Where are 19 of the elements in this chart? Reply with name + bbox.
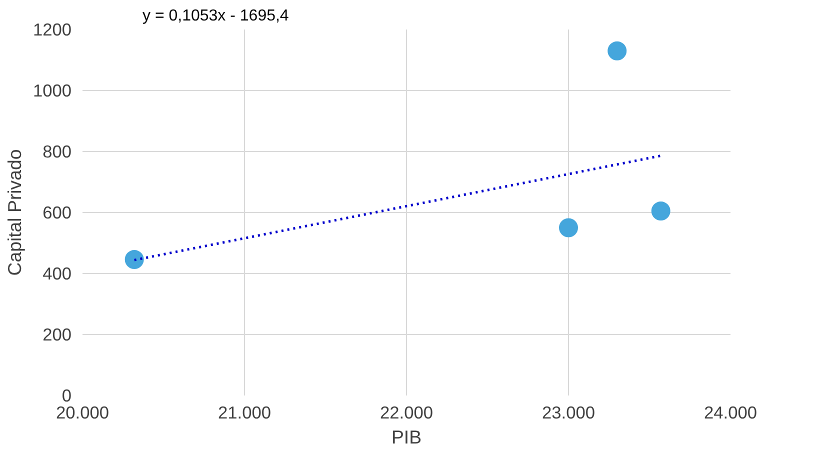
x-tick-label: 23.000 (542, 402, 595, 422)
x-axis-title: PIB (391, 426, 422, 448)
x-tick-label: 20.000 (56, 402, 109, 422)
y-tick-label: 1000 (32, 80, 72, 100)
point (559, 218, 578, 238)
y-tick-label: 800 (42, 142, 72, 162)
point (651, 201, 670, 220)
y-tick-label: 1200 (32, 20, 72, 40)
y-tick-label: 400 (42, 264, 72, 284)
x-tick-label: 21.000 (218, 402, 271, 422)
x-tick-label: 22.000 (380, 402, 433, 422)
point (124, 250, 144, 269)
y-tick-label: 200 (42, 324, 72, 344)
x-tick-label: 24.000 (704, 402, 757, 422)
y-tick-label: 600 (42, 202, 72, 222)
point (608, 41, 627, 60)
y-tick-label: 0 (62, 386, 72, 406)
y-axis-title: Capital Privado (4, 149, 25, 276)
text: y = 0,1053x - 1695,4 (142, 8, 289, 24)
